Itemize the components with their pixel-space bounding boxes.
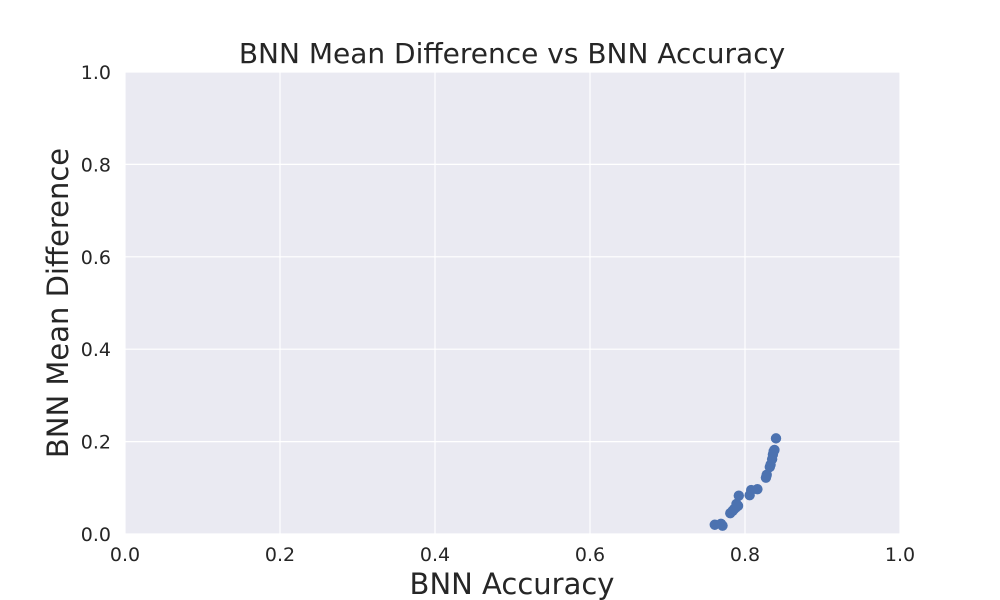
data-point [770,433,782,444]
data-point [732,500,744,512]
x-tick-label: 0.2 [265,544,295,566]
y-tick-labels: 0.0 0.2 0.4 0.6 0.8 1.0 [81,62,111,546]
grid-lines [124,71,901,535]
chart-title: BNN Mean Difference vs BNN Accuracy [239,37,785,70]
y-tick-label: 0.0 [81,524,111,546]
x-tick-label: 0.8 [730,544,760,566]
y-tick-label: 0.6 [81,247,111,269]
data-point [752,483,763,495]
x-tick-labels: 0.0 0.2 0.4 0.6 0.8 1.0 [110,544,915,566]
x-tick-label: 0.6 [575,544,605,566]
x-tick-label: 0.0 [110,544,140,566]
data-point [761,469,772,481]
y-axis-label: BNN Mean Difference [41,148,75,458]
data-point [733,490,744,501]
data-points [709,433,782,531]
x-tick-label: 1.0 [885,544,915,566]
x-tick-label: 0.4 [420,544,450,566]
y-tick-label: 0.2 [81,432,111,454]
data-point [768,446,779,457]
plot-background [125,72,900,534]
x-axis-label: BNN Accuracy [410,567,615,600]
y-tick-label: 1.0 [81,62,111,84]
y-tick-label: 0.4 [81,339,111,361]
y-tick-label: 0.8 [81,154,111,176]
data-point [717,520,728,531]
